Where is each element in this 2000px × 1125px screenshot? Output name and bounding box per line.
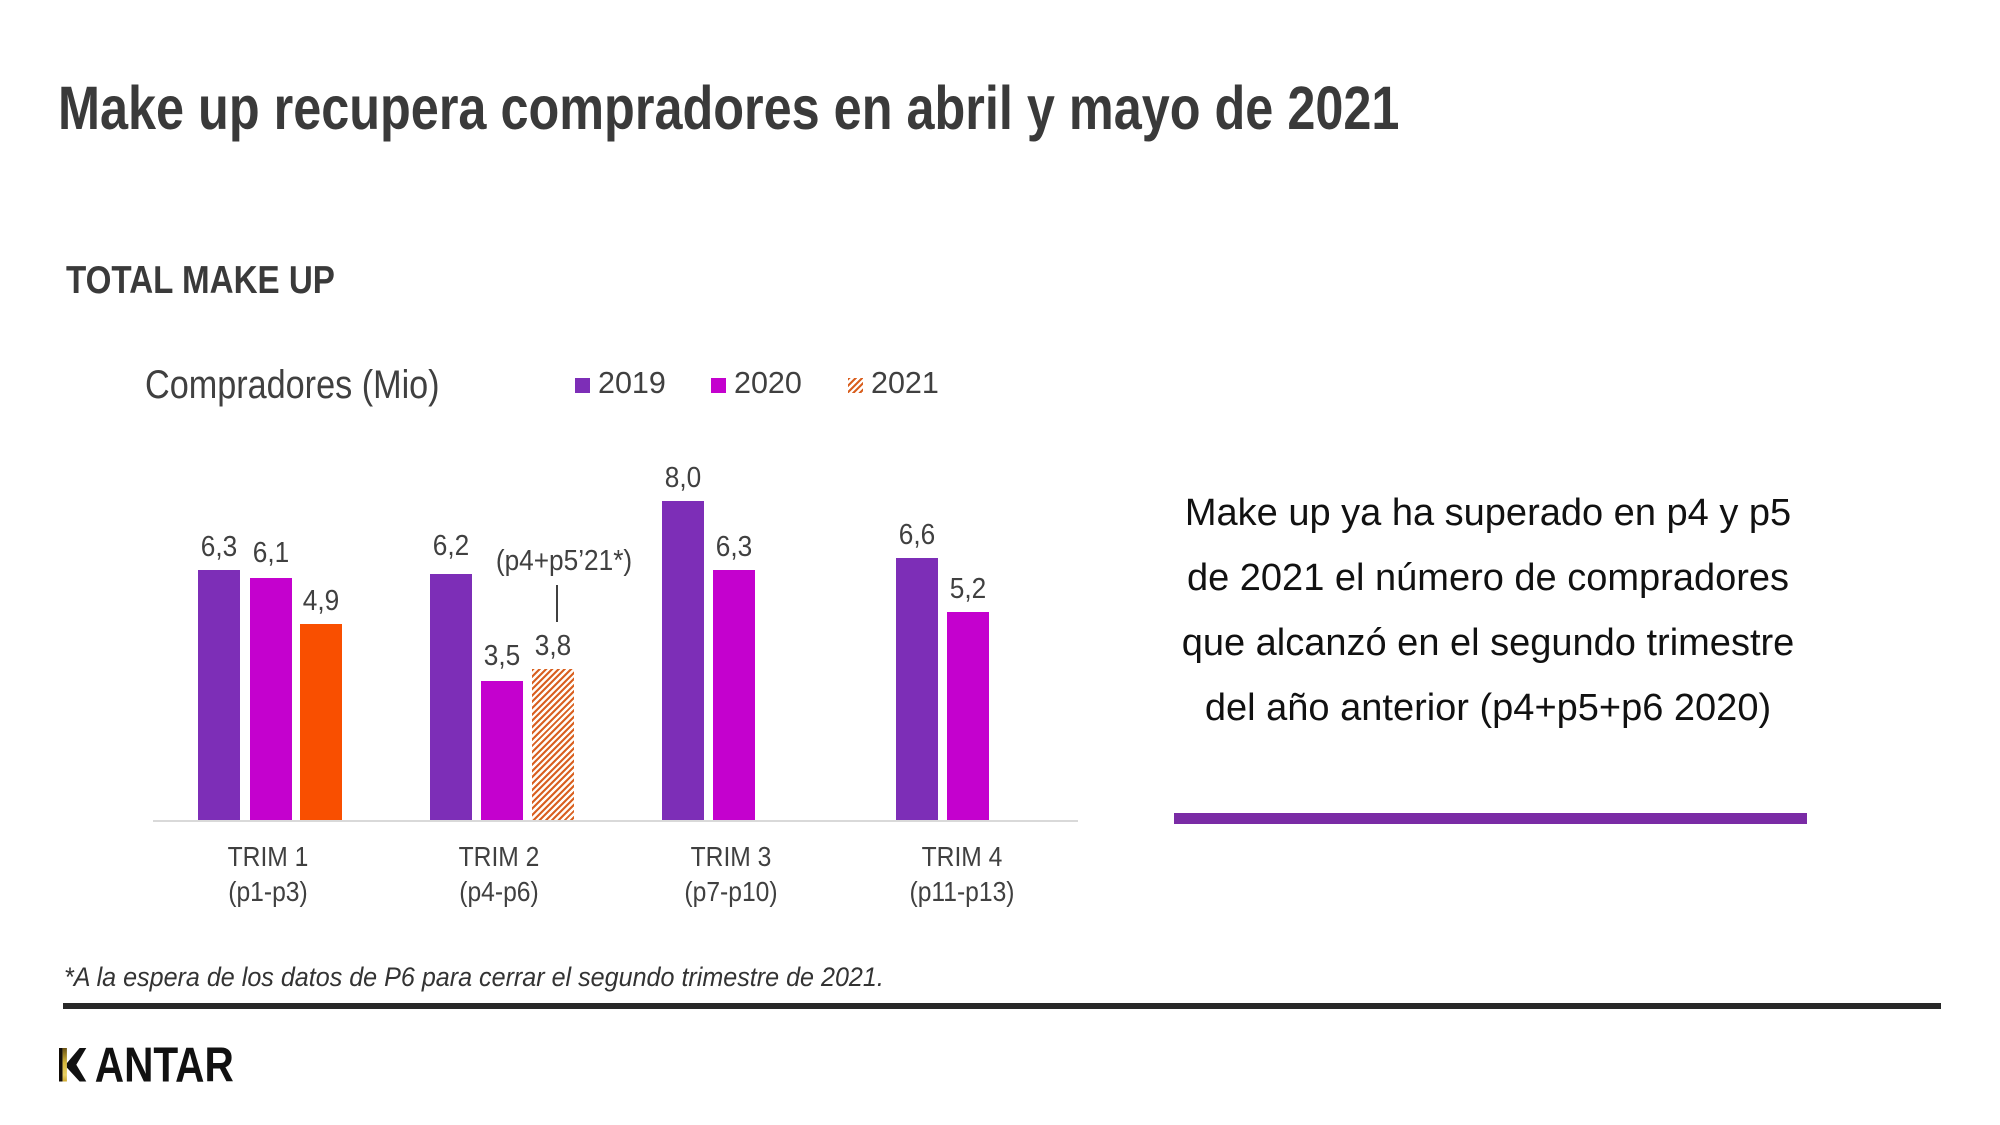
- svg-text:ANTAR: ANTAR: [95, 1046, 234, 1086]
